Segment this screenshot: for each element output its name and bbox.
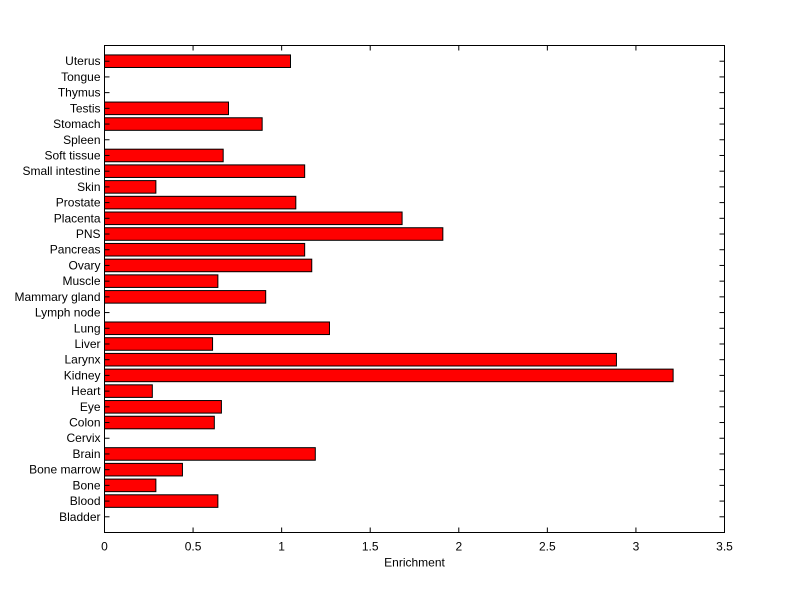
category-label: Heart [71,384,101,398]
category-label: Bone [72,478,100,492]
bar [104,478,157,493]
x-tick-label: 0 [101,540,108,554]
category-label: Prostate [56,196,101,210]
category-label: Eye [80,400,101,414]
category-label: Thymus [58,86,101,100]
bar [104,494,219,508]
x-tick-label: 3 [633,540,640,554]
bar [104,101,229,116]
bar [104,54,291,68]
category-label: Colon [69,416,100,430]
category-label: Bladder [59,510,100,524]
bar [104,258,313,273]
bar [104,368,674,383]
category-label: Placenta [54,211,101,225]
category-label: Pancreas [50,243,101,257]
category-label: Mammary gland [14,290,100,304]
x-axis-label: Enrichment [384,556,445,570]
x-tick-label: 0.5 [185,540,202,554]
bar [104,180,157,194]
x-tick-label: 2.5 [539,540,556,554]
category-label: Blood [70,494,101,508]
x-tick-label: 3.5 [716,540,733,554]
bar [104,148,224,163]
axes-box [104,45,725,533]
bar [104,290,267,304]
category-label: Uterus [65,54,100,68]
x-tick-label: 1.5 [362,540,379,554]
category-label: Soft tissue [44,148,100,162]
bar [104,195,297,210]
x-tick-label: 2 [455,540,462,554]
category-label: Lung [74,321,101,335]
x-tick-labels: 0 0.5 1 1.5 2 2.5 3 3.5 [101,540,733,554]
category-label: Lymph node [35,306,101,320]
bars-group [104,54,674,508]
category-label: Skin [77,180,100,194]
category-label: Cervix [66,431,100,445]
category-label: Tongue [61,70,101,84]
bar [104,164,306,178]
bar [104,321,330,336]
category-label: Muscle [62,274,100,288]
bar [104,211,403,226]
bar [104,337,214,351]
bar [104,400,222,414]
category-label: Spleen [63,133,100,147]
category-label: Ovary [68,258,100,272]
category-label: Kidney [64,368,101,382]
bar [104,384,153,398]
category-label: Stomach [53,117,100,131]
x-tick-label: 1 [278,540,285,554]
bar [104,352,617,367]
category-label: Bone marrow [29,463,101,477]
bar [104,227,444,241]
category-label: Testis [70,101,101,115]
category-label: PNS [76,227,101,241]
bar [104,242,306,257]
bar [104,415,215,430]
category-label: Liver [74,337,100,351]
bar [104,447,316,461]
category-label: Small intestine [22,164,100,178]
category-label: Brain [72,447,100,461]
category-label: Larynx [64,353,100,367]
bar [104,274,219,288]
bar [104,117,263,131]
bar [104,462,183,477]
